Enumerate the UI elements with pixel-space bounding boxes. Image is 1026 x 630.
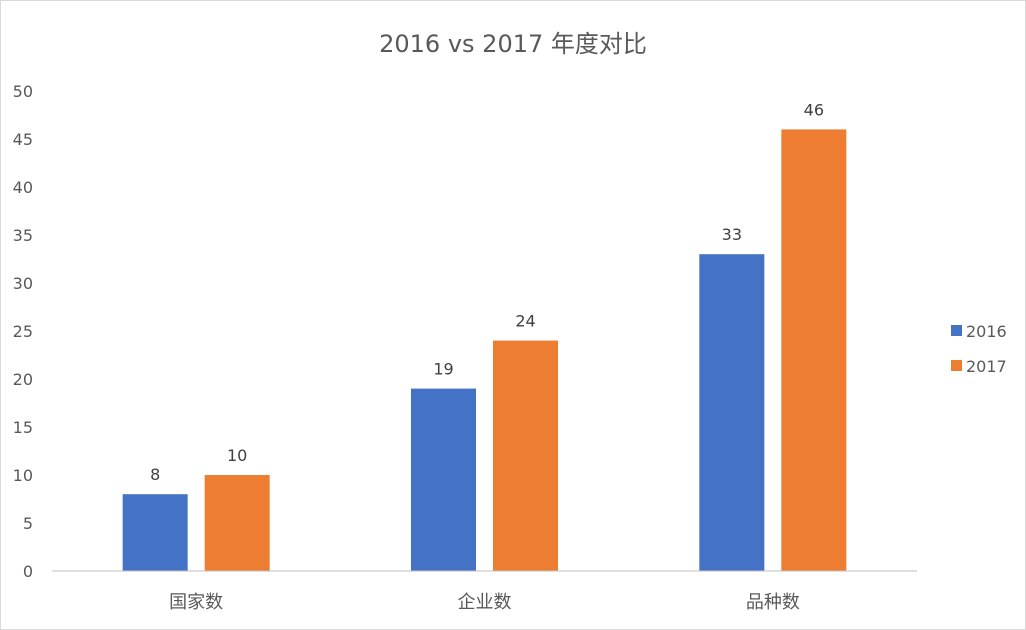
bar-2016-1 — [411, 388, 476, 571]
y-tick-label: 25 — [13, 322, 33, 341]
legend-swatch-2017 — [951, 360, 962, 371]
x-axis: 国家数 企业数 品种数 — [169, 592, 800, 613]
data-label: 33 — [722, 225, 742, 244]
y-tick-label: 35 — [13, 226, 33, 245]
y-tick-label: 40 — [13, 178, 33, 197]
bars — [122, 129, 847, 571]
x-tick-label: 品种数 — [746, 592, 800, 613]
legend-label: 2017 — [966, 357, 1007, 376]
bar-2017-1 — [493, 340, 558, 571]
y-tick-label: 5 — [23, 514, 33, 533]
bar-2016-0 — [122, 494, 188, 571]
y-axis: 0 5 10 15 20 25 30 35 40 45 50 — [13, 82, 33, 581]
data-label: 24 — [515, 312, 535, 331]
legend: 2016 2017 — [951, 322, 1007, 376]
y-tick-label: 10 — [13, 466, 33, 485]
y-tick-label: 45 — [13, 130, 33, 149]
chart-title: 2016 vs 2017 年度对比 — [379, 30, 647, 58]
y-tick-label: 50 — [13, 82, 33, 101]
bar-2017-2 — [781, 129, 847, 571]
data-label: 10 — [227, 446, 247, 465]
data-label: 8 — [150, 465, 160, 484]
y-tick-label: 20 — [13, 370, 33, 389]
x-tick-label: 企业数 — [458, 592, 512, 613]
y-tick-label: 0 — [23, 562, 33, 581]
data-labels: 8 10 19 24 33 46 — [150, 100, 824, 484]
bar-2017-0 — [204, 475, 270, 571]
legend-label: 2016 — [966, 322, 1007, 341]
data-label: 19 — [433, 360, 453, 379]
data-label: 46 — [804, 100, 824, 119]
legend-swatch-2016 — [951, 325, 962, 336]
bar-2016-2 — [699, 254, 765, 571]
y-tick-label: 15 — [13, 418, 33, 437]
y-tick-label: 30 — [13, 274, 33, 293]
x-tick-label: 国家数 — [169, 592, 223, 613]
